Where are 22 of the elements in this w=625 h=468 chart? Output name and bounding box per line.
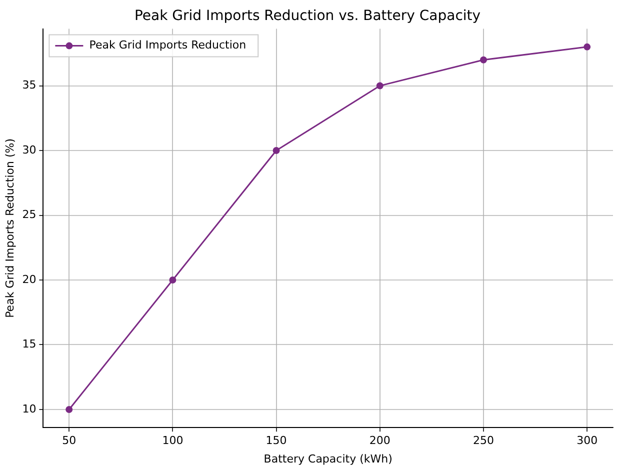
y-axis-title: Peak Grid Imports Reduction (%) — [3, 138, 16, 318]
legend-label: Peak Grid Imports Reduction — [89, 38, 246, 52]
chart-title: Peak Grid Imports Reduction vs. Battery Capacity — [134, 8, 481, 24]
y-tick-label: 30 — [22, 143, 36, 156]
x-axis-title: Battery Capacity (kWh) — [264, 452, 392, 466]
y-tick-label: 20 — [22, 272, 36, 286]
x-tick-label: 150 — [266, 434, 287, 448]
y-tick-label: 15 — [22, 338, 36, 351]
point — [66, 406, 73, 413]
point — [584, 43, 591, 50]
point — [480, 56, 487, 64]
point — [376, 82, 384, 90]
x-tick-label: 50 — [62, 434, 76, 448]
x-tick-label: 300 — [576, 434, 598, 448]
y-tick-label: 10 — [22, 402, 36, 416]
x-tick-label: 250 — [473, 434, 494, 448]
point — [272, 147, 280, 154]
y-tick-label: 35 — [22, 78, 36, 92]
x-tick-label: 200 — [369, 434, 390, 448]
point — [169, 276, 176, 284]
y-tick-label: 25 — [22, 208, 36, 222]
x-tick-label: 100 — [162, 434, 184, 448]
